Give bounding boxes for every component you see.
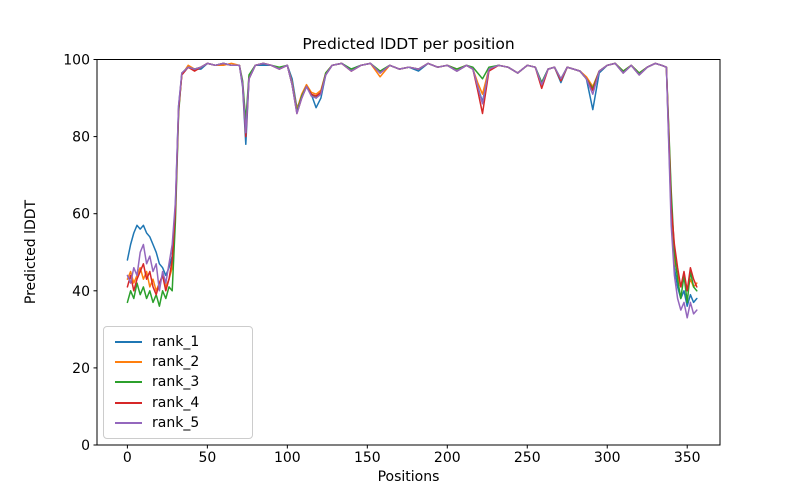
series-line-rank_1 bbox=[126, 62, 698, 307]
x-tick-label: 50 bbox=[198, 450, 216, 466]
x-axis-label: Positions bbox=[377, 469, 440, 485]
series-line-rank_2 bbox=[126, 62, 698, 292]
legend-entry-rank_5: rank_5 bbox=[114, 413, 242, 433]
legend-line-swatch bbox=[115, 341, 142, 344]
legend-entry-label: rank_2 bbox=[152, 354, 200, 371]
chart-title: Predicted lDDT per position bbox=[302, 35, 515, 53]
y-tick-label: 20 bbox=[72, 361, 90, 377]
legend-entry-rank_3: rank_3 bbox=[114, 372, 242, 392]
x-tick-label: 0 bbox=[123, 450, 132, 466]
legend-line-swatch bbox=[115, 361, 142, 364]
y-tick-label: 80 bbox=[72, 130, 90, 146]
series-line-rank_4 bbox=[126, 62, 698, 296]
x-tick-label: 350 bbox=[674, 450, 701, 466]
legend-entry-rank_1: rank_1 bbox=[114, 332, 242, 352]
x-tick-label: 150 bbox=[354, 450, 381, 466]
legend-entry-label: rank_5 bbox=[152, 414, 200, 431]
y-tick-label: 40 bbox=[72, 284, 90, 300]
legend-line-swatch bbox=[115, 381, 142, 384]
x-tick-label: 200 bbox=[434, 450, 461, 466]
x-tick-label: 250 bbox=[514, 450, 541, 466]
legend-line-swatch bbox=[115, 401, 142, 404]
y-axis-label: Predicted lDDT bbox=[23, 199, 39, 305]
series-line-rank_5 bbox=[126, 62, 698, 319]
legend: rank_1 rank_2 rank_3 rank_4 rank_5 bbox=[103, 326, 253, 439]
legend-entry-label: rank_1 bbox=[152, 334, 200, 351]
legend-entry-label: rank_3 bbox=[152, 374, 200, 391]
y-tick-label: 0 bbox=[81, 438, 90, 454]
legend-entry-rank_4: rank_4 bbox=[114, 393, 242, 413]
legend-line-swatch bbox=[115, 421, 142, 424]
x-tick-label: 300 bbox=[594, 450, 621, 466]
x-tick-label: 100 bbox=[274, 450, 301, 466]
legend-entry-rank_2: rank_2 bbox=[114, 352, 242, 372]
y-tick-label: 100 bbox=[63, 53, 90, 69]
y-tick-label: 60 bbox=[72, 207, 90, 223]
axes-frame bbox=[96, 59, 721, 446]
legend-entry-label: rank_4 bbox=[152, 394, 200, 411]
series-line-rank_3 bbox=[126, 62, 698, 307]
